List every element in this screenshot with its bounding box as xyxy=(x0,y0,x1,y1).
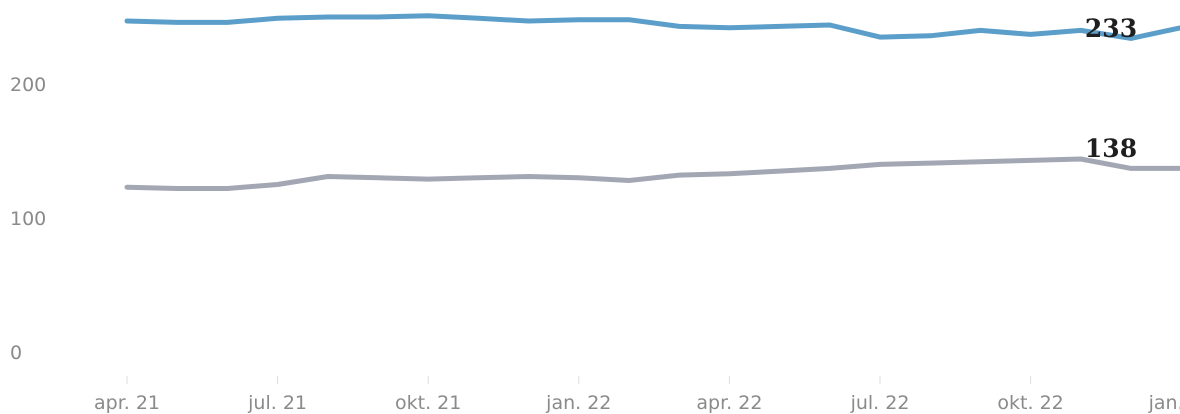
series-end-label-1: 233 xyxy=(1085,14,1137,43)
x-tick-label: okt. 21 xyxy=(395,392,461,414)
x-tick-label: apr. 21 xyxy=(94,392,160,414)
y-tick-label: 100 xyxy=(10,208,46,230)
x-tick-label: okt. 22 xyxy=(997,392,1063,414)
y-tick-label: 200 xyxy=(10,74,46,96)
series-end-label-2: 138 xyxy=(1085,134,1137,163)
end-labels: 233 138 xyxy=(1085,14,1137,163)
x-tick-label: jul. 21 xyxy=(247,392,307,414)
series-group xyxy=(124,13,1180,191)
series-line-1 xyxy=(124,13,1180,41)
x-tick-label: jan. 22 xyxy=(545,392,611,414)
x-tick-label: apr. 22 xyxy=(696,392,762,414)
x-tick-label: jan. 23 xyxy=(1148,392,1180,414)
x-axis: apr. 21 jul. 21 okt. 21 jan. 22 apr. 22 jul. … xyxy=(94,376,1180,414)
y-axis: 0 100 200 xyxy=(10,74,46,364)
y-tick-label: 0 xyxy=(10,342,22,364)
x-tick-label: jul. 22 xyxy=(850,392,910,414)
series-line-2 xyxy=(124,156,1180,191)
